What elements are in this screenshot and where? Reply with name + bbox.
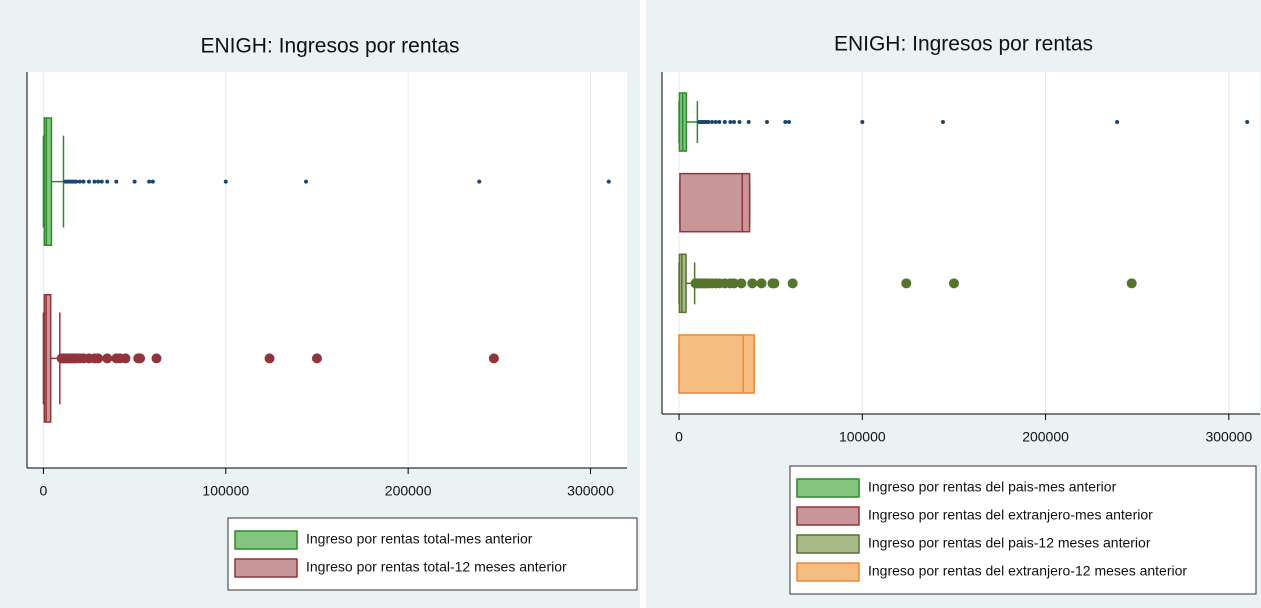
outlier xyxy=(105,179,110,184)
chart-title: ENIGH: Ingresos por rentas xyxy=(834,33,1093,56)
box xyxy=(43,117,53,246)
outlier xyxy=(92,179,97,184)
legend-label: Ingreso por rentas total-12 meses anteri… xyxy=(306,559,567,575)
legend-label: Ingreso por rentas del pais-12 meses ant… xyxy=(868,535,1151,551)
outlier xyxy=(729,278,740,289)
outlier xyxy=(1126,278,1137,289)
plot-area xyxy=(27,72,627,468)
outlier xyxy=(746,120,751,125)
outlier xyxy=(769,278,780,289)
outlier xyxy=(477,179,482,184)
legend-swatch xyxy=(234,558,298,578)
outlier xyxy=(901,278,912,289)
outlier xyxy=(710,120,715,125)
outlier xyxy=(783,120,788,125)
legend-swatch xyxy=(796,534,860,554)
box xyxy=(678,253,687,314)
outlier xyxy=(114,179,119,184)
outlier xyxy=(74,179,79,184)
legend xyxy=(789,465,1257,595)
outlier xyxy=(948,278,959,289)
outlier xyxy=(713,120,718,125)
outlier xyxy=(488,353,499,364)
outlier xyxy=(940,120,945,125)
outlier xyxy=(87,179,92,184)
x-tick-label: 0 xyxy=(675,429,683,445)
outlier xyxy=(96,179,101,184)
legend-label: Ingreso por rentas del extranjero-mes an… xyxy=(868,507,1153,523)
outlier xyxy=(787,278,798,289)
x-tick-label: 300000 xyxy=(1205,429,1252,445)
outlier xyxy=(756,278,767,289)
outlier xyxy=(93,353,104,364)
outlier xyxy=(1115,120,1120,125)
box xyxy=(43,294,52,423)
outlier xyxy=(264,353,275,364)
x-tick-label: 200000 xyxy=(385,483,432,499)
outlier xyxy=(150,179,155,184)
outlier xyxy=(765,120,770,125)
x-tick-label: 100000 xyxy=(839,429,886,445)
legend-label: Ingreso por rentas total-mes anterior xyxy=(306,531,533,547)
legend-swatch xyxy=(796,478,860,498)
legend-swatch xyxy=(234,530,298,550)
outlier xyxy=(223,179,228,184)
chart-title: ENIGH: Ingresos por rentas xyxy=(200,35,459,58)
plot-area xyxy=(662,72,1260,414)
outlier xyxy=(99,179,104,184)
outlier xyxy=(304,179,309,184)
outlier xyxy=(736,278,747,289)
legend-label: Ingreso por rentas del pais-mes anterior xyxy=(868,479,1117,495)
x-tick-label: 300000 xyxy=(567,483,614,499)
outlier xyxy=(132,179,137,184)
box xyxy=(679,172,751,233)
outlier xyxy=(102,353,113,364)
outlier xyxy=(311,353,322,364)
x-tick-label: 0 xyxy=(40,483,48,499)
outlier xyxy=(717,120,722,125)
outlier xyxy=(120,353,131,364)
outlier xyxy=(747,278,758,289)
outlier xyxy=(860,120,865,125)
outlier xyxy=(737,120,742,125)
outlier xyxy=(135,353,146,364)
legend-swatch xyxy=(796,506,860,526)
outlier xyxy=(151,353,162,364)
outlier xyxy=(147,179,152,184)
box xyxy=(678,334,755,394)
legend xyxy=(227,517,638,591)
outlier xyxy=(606,179,611,184)
x-tick-label: 200000 xyxy=(1022,429,1069,445)
outlier xyxy=(728,120,733,125)
outlier xyxy=(732,120,737,125)
outlier xyxy=(787,120,792,125)
outlier xyxy=(706,120,711,125)
legend-label: Ingreso por rentas del extranjero-12 mes… xyxy=(868,563,1187,579)
outlier xyxy=(722,120,727,125)
outlier xyxy=(81,179,86,184)
legend-swatch xyxy=(796,562,860,582)
outlier xyxy=(1245,120,1250,125)
x-tick-label: 100000 xyxy=(202,483,249,499)
outlier xyxy=(77,179,82,184)
